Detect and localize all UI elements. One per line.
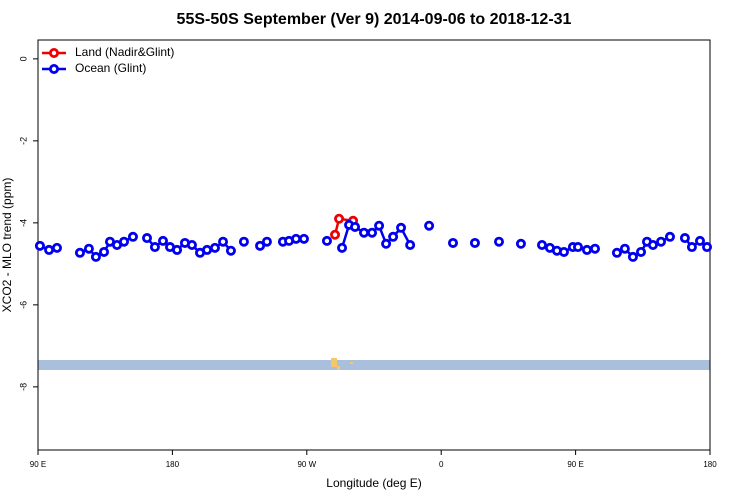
data-point bbox=[261, 236, 272, 247]
legend-marker bbox=[49, 48, 60, 59]
data-point bbox=[647, 239, 658, 250]
data-point bbox=[119, 236, 130, 247]
data-point bbox=[44, 244, 55, 255]
chart-title: 55S-50S September (Ver 9) 2014-09-06 to … bbox=[177, 11, 572, 28]
data-point bbox=[686, 242, 697, 253]
x-tick-label: 90 E bbox=[567, 460, 583, 469]
data-point bbox=[74, 247, 85, 258]
y-tick-label: -6 bbox=[18, 301, 28, 309]
data-point bbox=[396, 222, 407, 233]
data-point bbox=[388, 231, 399, 242]
data-point bbox=[149, 242, 160, 253]
data-point bbox=[337, 242, 348, 253]
x-tick-label: 0 bbox=[439, 460, 444, 469]
y-tick-label: -4 bbox=[18, 219, 28, 227]
data-point bbox=[298, 233, 309, 244]
data-point bbox=[374, 220, 385, 231]
data-point bbox=[611, 247, 622, 258]
legend-label: Ocean (Glint) bbox=[75, 61, 146, 75]
data-point bbox=[405, 239, 416, 250]
y-tick-label: 0 bbox=[18, 56, 28, 61]
y-axis-label: XCO2 - MLO trend (ppm) bbox=[0, 178, 14, 313]
x-tick-label: 90 E bbox=[30, 460, 46, 469]
data-point bbox=[381, 238, 392, 249]
data-point bbox=[209, 242, 220, 253]
data-point bbox=[572, 242, 583, 253]
data-point bbox=[619, 243, 630, 254]
data-point bbox=[218, 236, 229, 247]
y-tick-label: -2 bbox=[18, 137, 28, 145]
data-point bbox=[358, 227, 369, 238]
data-point bbox=[142, 233, 153, 244]
data-point bbox=[694, 235, 705, 246]
legend-label: Land (Nadir&Glint) bbox=[75, 45, 174, 59]
data-point bbox=[581, 244, 592, 255]
coverage-band bbox=[38, 360, 710, 370]
data-point bbox=[157, 235, 168, 246]
x-tick-label: 180 bbox=[166, 460, 180, 469]
data-point bbox=[627, 251, 638, 262]
data-point bbox=[493, 236, 504, 247]
data-point bbox=[255, 240, 266, 251]
data-point bbox=[367, 227, 378, 238]
data-point bbox=[469, 237, 480, 248]
data-point bbox=[537, 239, 548, 250]
data-point bbox=[590, 243, 601, 254]
data-point bbox=[350, 221, 361, 232]
data-point bbox=[34, 240, 45, 251]
data-point bbox=[99, 246, 110, 257]
data-point bbox=[90, 251, 101, 262]
legend-marker bbox=[49, 64, 60, 75]
data-point bbox=[558, 246, 569, 257]
data-point bbox=[291, 233, 302, 244]
data-point bbox=[636, 246, 647, 257]
data-point bbox=[424, 220, 435, 231]
data-point bbox=[702, 242, 713, 253]
x-tick-label: 90 W bbox=[297, 460, 316, 469]
data-point bbox=[172, 244, 183, 255]
data-point bbox=[330, 229, 341, 240]
coverage-mark bbox=[350, 362, 353, 364]
data-point bbox=[83, 243, 94, 254]
data-point bbox=[447, 237, 458, 248]
data-point bbox=[515, 238, 526, 249]
data-point bbox=[664, 231, 675, 242]
data-point bbox=[679, 233, 690, 244]
data-point bbox=[238, 236, 249, 247]
coverage-mark bbox=[331, 358, 337, 367]
data-point bbox=[321, 235, 332, 246]
data-point bbox=[656, 236, 667, 247]
data-point bbox=[334, 213, 345, 224]
data-point bbox=[127, 231, 138, 242]
y-tick-label: -8 bbox=[18, 383, 28, 391]
x-axis-label: Longitude (deg E) bbox=[326, 476, 421, 490]
plot-frame bbox=[37, 39, 711, 451]
data-point bbox=[202, 244, 213, 255]
data-point bbox=[51, 242, 62, 253]
data-point bbox=[186, 239, 197, 250]
x-tick-label: 180 bbox=[703, 460, 717, 469]
data-point bbox=[225, 245, 236, 256]
coverage-mark bbox=[337, 366, 340, 370]
